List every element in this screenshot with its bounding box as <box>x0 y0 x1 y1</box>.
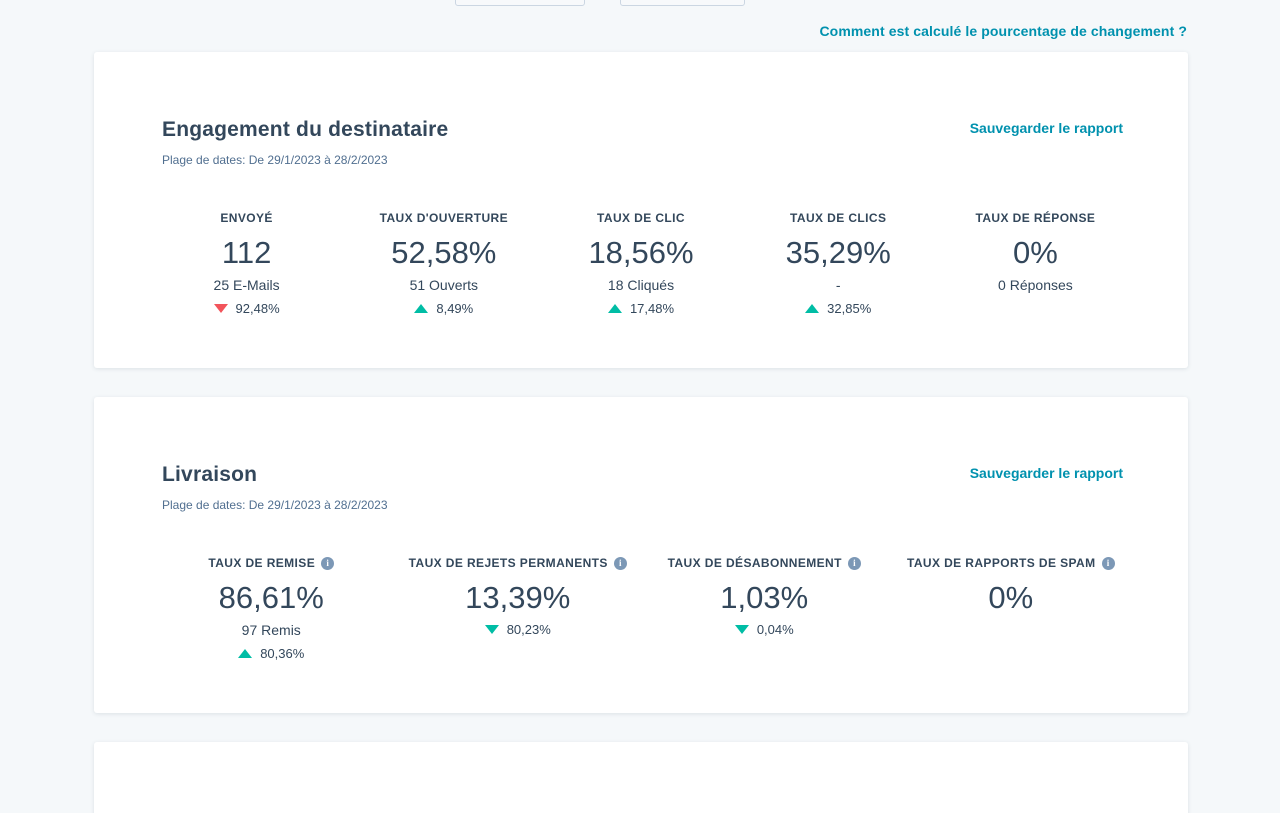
info-icon[interactable] <box>613 556 627 570</box>
trend-arrow-icon <box>805 304 820 313</box>
metric-label: TAUX DE REJETS PERMANENTS <box>408 556 608 570</box>
trend-arrow-icon <box>414 304 429 313</box>
info-icon[interactable] <box>847 556 861 570</box>
metric-change-value: 80,36% <box>260 646 305 661</box>
top-cropped-button-1[interactable] <box>455 0 585 6</box>
metric-label: TAUX D'OUVERTURE <box>379 211 508 225</box>
metric-value: 18,56% <box>588 235 694 270</box>
metrics-row: TAUX DE REMISE 86,61% 97 Remis 80,36% TA… <box>94 556 1188 661</box>
card-next-report-cropped <box>94 742 1188 813</box>
reports-content: Engagement du destinataire Sauvegarder l… <box>94 52 1188 813</box>
card-title: Engagement du destinataire <box>162 118 449 141</box>
metric-label: TAUX DE DÉSABONNEMENT <box>667 556 842 570</box>
metric-label-row: TAUX DE CLIC <box>542 211 739 225</box>
metric-change: 0,04% <box>641 622 888 637</box>
trend-arrow-icon <box>484 625 499 634</box>
metric-taux-desabonnement: TAUX DE DÉSABONNEMENT 1,03% 0,04% <box>641 556 888 661</box>
metric-label-row: TAUX DE CLICS <box>740 211 937 225</box>
metric-change-value: 0,04% <box>756 622 794 637</box>
metric-label: TAUX DE CLIC <box>597 211 685 225</box>
date-range-label: Plage de dates: De 29/1/2023 à 28/2/2023 <box>162 498 388 512</box>
metric-label: TAUX DE RAPPORTS DE SPAM <box>906 556 1096 570</box>
metric-subvalue: 18 Cliqués <box>607 277 675 293</box>
metric-subvalue: 51 Ouverts <box>409 277 479 293</box>
card-delivery: Livraison Sauvegarder le rapport Plage d… <box>94 397 1188 713</box>
metric-label-row: TAUX DE RÉPONSE <box>937 211 1134 225</box>
metric-change-value: 32,85% <box>827 301 872 316</box>
metric-envoye: ENVOYÉ 112 25 E-Mails 92,48% <box>148 211 345 316</box>
metric-value: 35,29% <box>785 235 891 270</box>
card-title: Livraison <box>162 463 258 486</box>
info-icon[interactable] <box>1101 556 1115 570</box>
metric-subvalue: - <box>835 277 841 293</box>
metric-change: 8,49% <box>345 301 542 316</box>
metric-value: 52,58% <box>391 235 497 270</box>
metric-change-value: 17,48% <box>629 301 675 316</box>
card-header: Engagement du destinataire Sauvegarder l… <box>94 117 1188 142</box>
save-report-link[interactable]: Sauvegarder le rapport <box>969 465 1123 481</box>
card-header: Livraison Sauvegarder le rapport <box>94 462 1188 487</box>
metric-value: 112 <box>221 235 272 270</box>
metric-value: 0% <box>988 580 1034 615</box>
trend-arrow-icon <box>734 625 749 634</box>
metric-label: TAUX DE REMISE <box>208 556 316 570</box>
metric-change: 80,23% <box>395 622 642 637</box>
metric-subvalue: 97 Remis <box>241 622 301 638</box>
metrics-row: ENVOYÉ 112 25 E-Mails 92,48% TAUX D'OUVE… <box>94 211 1188 316</box>
change-percentage-help-link[interactable]: Comment est calculé le pourcentage de ch… <box>819 23 1187 39</box>
top-cropped-button-2[interactable] <box>620 0 745 6</box>
save-report-link[interactable]: Sauvegarder le rapport <box>969 120 1123 136</box>
metric-change: 17,48% <box>542 301 739 316</box>
metric-taux-rapports-spam: TAUX DE RAPPORTS DE SPAM 0% <box>888 556 1135 661</box>
metric-label-row: TAUX D'OUVERTURE <box>345 211 542 225</box>
metric-value: 86,61% <box>218 580 324 615</box>
metric-value: 1,03% <box>720 580 809 615</box>
metric-label-row: TAUX DE DÉSABONNEMENT <box>641 556 888 570</box>
metric-taux-de-clic: TAUX DE CLIC 18,56% 18 Cliqués 17,48% <box>542 211 739 316</box>
metric-label-row: TAUX DE REJETS PERMANENTS <box>395 556 642 570</box>
metric-taux-de-remise: TAUX DE REMISE 86,61% 97 Remis 80,36% <box>148 556 395 661</box>
metric-value: 0% <box>1013 235 1058 270</box>
metric-change-value: 80,23% <box>506 622 551 637</box>
metric-subvalue: 25 E-Mails <box>213 277 280 293</box>
metric-subvalue: 0 Réponses <box>998 277 1073 293</box>
metric-label-row: TAUX DE REMISE <box>148 556 395 570</box>
trend-arrow-icon <box>213 304 228 313</box>
metric-taux-de-reponse: TAUX DE RÉPONSE 0% 0 Réponses <box>937 211 1134 316</box>
metric-label: TAUX DE RÉPONSE <box>975 211 1096 225</box>
metric-change-value: 92,48% <box>235 301 280 316</box>
metric-change: 80,36% <box>148 646 395 661</box>
metric-change: 32,85% <box>740 301 937 316</box>
trend-arrow-icon <box>607 304 622 313</box>
metric-taux-de-clics: TAUX DE CLICS 35,29% - 32,85% <box>740 211 937 316</box>
card-recipient-engagement: Engagement du destinataire Sauvegarder l… <box>94 52 1188 368</box>
info-icon[interactable] <box>321 556 335 570</box>
metric-label-row: ENVOYÉ <box>148 211 345 225</box>
metric-change: 92,48% <box>148 301 345 316</box>
metric-label: ENVOYÉ <box>220 211 273 225</box>
metric-value: 13,39% <box>465 580 571 615</box>
metric-label-row: TAUX DE RAPPORTS DE SPAM <box>888 556 1135 570</box>
metric-label: TAUX DE CLICS <box>790 211 887 225</box>
date-range-label: Plage de dates: De 29/1/2023 à 28/2/2023 <box>162 153 388 167</box>
trend-arrow-icon <box>238 649 253 658</box>
metric-taux-rejets-permanents: TAUX DE REJETS PERMANENTS 13,39% 80,23% <box>395 556 642 661</box>
metric-taux-ouverture: TAUX D'OUVERTURE 52,58% 51 Ouverts 8,49% <box>345 211 542 316</box>
metric-change-value: 8,49% <box>436 301 474 316</box>
